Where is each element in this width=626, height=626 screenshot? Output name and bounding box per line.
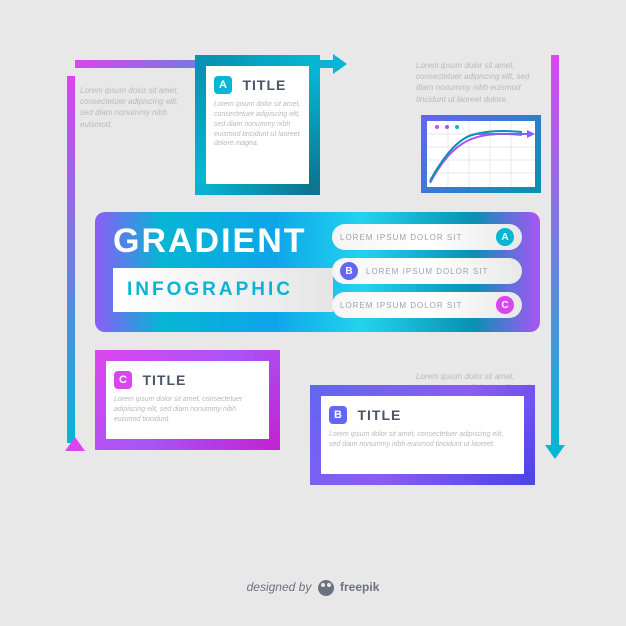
card-a-body: Lorem ipsum dolor sit amet, consectetuer…	[214, 100, 301, 149]
card-a-title: TITLE	[242, 77, 286, 93]
arrow-bottom-up	[65, 437, 85, 451]
card-a-badge: A	[214, 76, 232, 94]
pill-a-badge: A	[496, 228, 514, 246]
infographic-canvas: Lorem ipsum dolor sit amet, consectetuer…	[0, 0, 626, 626]
pill-b: B LOREM IPSUM DOLOR SIT	[332, 258, 522, 284]
pill-a-text: LOREM IPSUM DOLOR SIT	[340, 233, 496, 242]
card-c-title: TITLE	[142, 372, 186, 388]
card-b: B TITLE Lorem ipsum dolor sit amet, cons…	[310, 385, 535, 485]
chart-dot-1	[435, 125, 439, 129]
card-c-body: Lorem ipsum dolor sit amet, consectetuer…	[114, 395, 261, 424]
pill-a: LOREM IPSUM DOLOR SIT A	[332, 224, 522, 250]
card-c: C TITLE Lorem ipsum dolor sit amet, cons…	[95, 350, 280, 450]
main-panel: GRADIENT INFOGRAPHIC LOREM IPSUM DOLOR S…	[95, 212, 540, 332]
subtitle: INFOGRAPHIC	[127, 279, 293, 301]
pill-b-badge: B	[340, 262, 358, 280]
card-b-badge: B	[329, 406, 347, 424]
lorem-top-left: Lorem ipsum dolor sit amet, consectetuer…	[80, 85, 180, 130]
chart-series-2	[430, 131, 522, 181]
chart-arrow-head	[527, 130, 535, 138]
card-b-body: Lorem ipsum dolor sit amet, consectetuer…	[329, 430, 516, 450]
pill-c-badge: C	[496, 296, 514, 314]
card-a: A TITLE Lorem ipsum dolor sit amet, cons…	[195, 55, 320, 195]
main-title: GRADIENT	[113, 222, 307, 261]
footer-prefix: designed by	[247, 580, 312, 594]
card-b-title: TITLE	[357, 407, 401, 423]
footer-credit: designed by freepik	[0, 580, 626, 596]
chart-dot-3	[455, 125, 459, 129]
pill-c-text: LOREM IPSUM DOLOR SIT	[340, 301, 496, 310]
pill-c: LOREM IPSUM DOLOR SIT C	[332, 292, 522, 318]
arrow-left	[67, 78, 75, 443]
card-c-badge: C	[114, 371, 132, 389]
pill-b-text: LOREM IPSUM DOLOR SIT	[366, 267, 514, 276]
chart-dot-2	[445, 125, 449, 129]
footer-brand: freepik	[340, 580, 379, 594]
freepik-logo-icon	[318, 580, 334, 596]
subtitle-panel: INFOGRAPHIC	[113, 268, 333, 312]
arrow-right	[551, 55, 559, 447]
lorem-top-right: Lorem ipsum dolor sit amet, consectetuer…	[416, 60, 546, 105]
line-chart	[421, 115, 541, 193]
